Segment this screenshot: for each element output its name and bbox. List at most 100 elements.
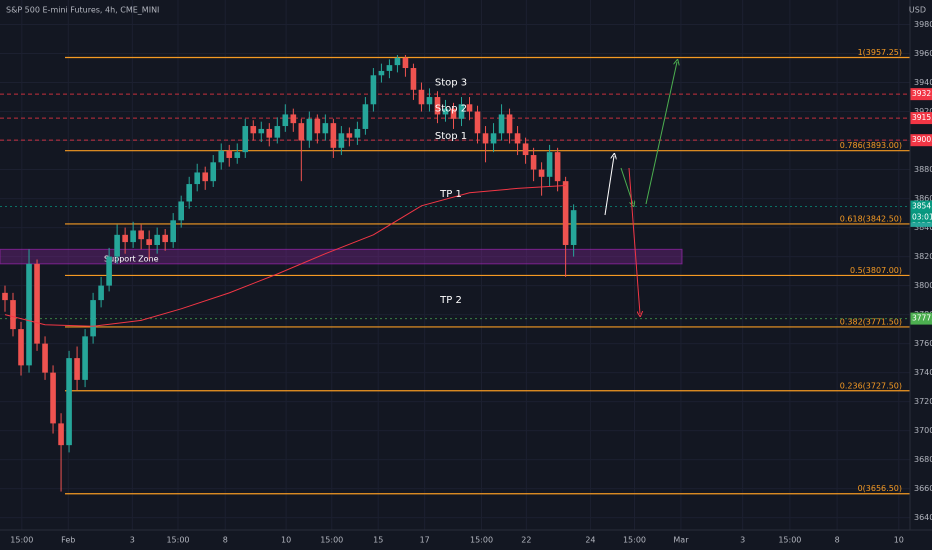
x-tick-label: 15:00 bbox=[10, 536, 33, 545]
price-tag bbox=[910, 134, 932, 147]
candle-body bbox=[418, 89, 425, 105]
y-tick-label: 3820.00 bbox=[914, 252, 932, 261]
candle-body bbox=[362, 104, 369, 129]
x-tick-label: 22 bbox=[521, 536, 531, 545]
price-tag bbox=[910, 88, 932, 101]
price-tag-label: 3777.25 bbox=[912, 314, 932, 323]
currency: USD bbox=[909, 6, 926, 15]
candle-body bbox=[482, 133, 489, 144]
candle-body bbox=[290, 114, 297, 124]
candle-body bbox=[458, 104, 465, 119]
candle-body bbox=[18, 329, 24, 366]
candle-body bbox=[202, 172, 209, 182]
arrow-green-up bbox=[645, 62, 677, 205]
arrow-red-down bbox=[628, 167, 640, 314]
candle-body bbox=[370, 75, 377, 105]
x-tick-label: 3 bbox=[130, 536, 135, 545]
candle-body bbox=[98, 285, 104, 301]
candle-body bbox=[426, 97, 433, 105]
candle-body bbox=[410, 68, 417, 90]
candle-body bbox=[162, 234, 168, 243]
candle-body bbox=[402, 57, 409, 69]
fib-label: 0.786(3893.00) bbox=[840, 141, 902, 150]
candle-body bbox=[34, 263, 40, 344]
candle-body bbox=[314, 118, 321, 134]
candle-body bbox=[522, 143, 529, 156]
annotation: Stop 1 bbox=[435, 131, 467, 142]
y-tick-label: 3940.00 bbox=[914, 78, 932, 87]
candle-body bbox=[538, 169, 545, 177]
candle-body bbox=[570, 210, 577, 245]
candle-body bbox=[498, 114, 505, 134]
x-tick-label: 8 bbox=[223, 536, 228, 545]
candle-body bbox=[274, 126, 281, 138]
x-tick-label: 10 bbox=[281, 536, 291, 545]
candle-body bbox=[506, 114, 513, 134]
candle-body bbox=[466, 104, 473, 112]
y-tick-label: 3960.00 bbox=[914, 49, 932, 58]
countdown-box bbox=[910, 212, 932, 223]
candle-body bbox=[474, 111, 481, 134]
y-tick-label: 3700.00 bbox=[914, 426, 932, 435]
price-tag-label: 3932.00 bbox=[912, 89, 932, 98]
candle-body bbox=[186, 184, 193, 202]
candle-body bbox=[106, 256, 112, 286]
candle-body bbox=[346, 133, 353, 138]
candle-body bbox=[138, 230, 144, 240]
annotation: Stop 3 bbox=[435, 78, 467, 89]
y-tick-label: 3660.00 bbox=[914, 484, 932, 493]
candle-body bbox=[218, 150, 225, 163]
candle-body bbox=[322, 123, 329, 134]
y-tick-label: 3720.00 bbox=[914, 397, 932, 406]
x-tick-label: 15:00 bbox=[470, 536, 493, 545]
y-tick-label: 3740.00 bbox=[914, 368, 932, 377]
candle-body bbox=[546, 152, 553, 177]
candle-body bbox=[306, 118, 313, 141]
candle-body bbox=[170, 220, 176, 243]
candle-body bbox=[258, 128, 265, 134]
price-tag bbox=[910, 312, 932, 325]
candle-body bbox=[50, 372, 56, 424]
price-tag bbox=[910, 112, 932, 125]
fib-label: 0.5(3807.00) bbox=[850, 266, 902, 275]
fib-label: 1(3957.25) bbox=[858, 48, 902, 57]
candle-body bbox=[354, 128, 361, 138]
y-tick-label: 3800.00 bbox=[914, 281, 932, 290]
price-tag-label: 3900.25 bbox=[912, 135, 932, 144]
candle-body bbox=[282, 114, 289, 127]
x-tick-label: Mar bbox=[673, 536, 689, 545]
x-tick-label: 10 bbox=[894, 536, 904, 545]
candle-body bbox=[178, 201, 184, 221]
x-tick-label: 15:00 bbox=[320, 536, 343, 545]
candle-body bbox=[234, 152, 241, 158]
y-tick-label: 3860.00 bbox=[914, 194, 932, 203]
candle-body bbox=[434, 97, 441, 115]
arrow-up bbox=[604, 156, 614, 216]
candle-body bbox=[90, 300, 96, 337]
candle-body bbox=[394, 57, 401, 66]
x-tick-label: 8 bbox=[835, 536, 840, 545]
candle-body bbox=[26, 263, 32, 366]
annotation: TP 2 bbox=[439, 295, 462, 306]
candle-body bbox=[2, 292, 8, 301]
candle-body bbox=[450, 108, 457, 119]
candle-body bbox=[74, 358, 80, 380]
candle-body bbox=[154, 234, 160, 245]
candle-body bbox=[378, 70, 385, 76]
x-tick-label: Feb bbox=[61, 536, 75, 545]
annotation: TP 1 bbox=[439, 189, 462, 200]
moving-average bbox=[4, 185, 566, 327]
candle-body bbox=[146, 239, 152, 245]
candle-body bbox=[226, 150, 233, 158]
x-tick-label: 15:00 bbox=[778, 536, 801, 545]
candle-body bbox=[330, 123, 337, 148]
x-tick-label: 15:00 bbox=[166, 536, 189, 545]
y-tick-label: 3760.00 bbox=[914, 339, 932, 348]
fib-label: 0.236(3727.50) bbox=[840, 381, 902, 390]
x-tick-label: 24 bbox=[585, 536, 595, 545]
candle-body bbox=[490, 133, 497, 144]
candle-body bbox=[514, 133, 521, 144]
candle-body bbox=[10, 300, 16, 330]
